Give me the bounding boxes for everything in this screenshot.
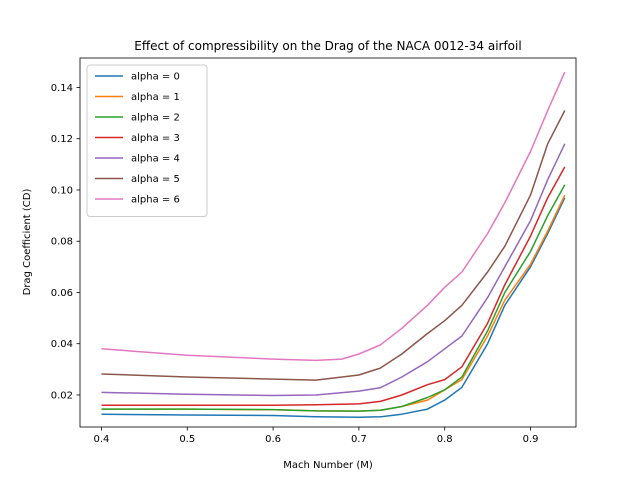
legend-label: alpha = 4 — [131, 154, 180, 165]
y-tick-label: 0.02 — [51, 390, 73, 401]
x-tick-label: 0.8 — [437, 434, 453, 445]
series-line-2 — [101, 184, 566, 412]
axes: 0.4 0.5 0.6 0.7 0.8 0.9 0.02 0.04 0.06 0.08 0.10 0.… — [51, 57, 577, 445]
x-tick-label: 0.4 — [94, 434, 110, 445]
y-tick-label: 0.04 — [51, 339, 73, 350]
series-line-4 — [101, 143, 566, 397]
y-tick-label: 0.10 — [51, 185, 73, 196]
x-tick-label: 0.5 — [179, 434, 195, 445]
x-tick-label: 0.6 — [265, 434, 281, 445]
legend-label: alpha = 5 — [131, 174, 180, 185]
y-tick-label: 0.06 — [51, 288, 73, 299]
legend-label: alpha = 2 — [131, 113, 180, 124]
plot-frame — [79, 57, 577, 428]
y-tick-label: 0.12 — [51, 134, 73, 145]
series-line-6 — [101, 71, 566, 362]
legend-label: alpha = 0 — [131, 72, 180, 83]
series-line-5 — [101, 110, 566, 381]
x-tick-label: 0.9 — [523, 434, 539, 445]
y-axis-label: Drag Coefficient (CD) — [22, 189, 33, 296]
legend-label: alpha = 1 — [131, 92, 180, 103]
legend-label: alpha = 3 — [131, 133, 180, 144]
y-tick-label: 0.14 — [51, 83, 73, 94]
series-line-3 — [101, 166, 566, 406]
x-axis-label: Mach Number (M) — [283, 460, 373, 471]
chart-title: Effect of compressibility on the Drag of… — [134, 39, 521, 53]
legend-label: alpha = 6 — [131, 195, 180, 206]
legend: alpha = 0 alpha = 1 alpha = 2 alpha = 3 alph… — [86, 64, 208, 217]
series-line-0 — [101, 197, 566, 419]
y-tick-label: 0.08 — [51, 237, 73, 248]
x-tick-label: 0.7 — [351, 434, 367, 445]
plot-lines — [101, 71, 566, 419]
